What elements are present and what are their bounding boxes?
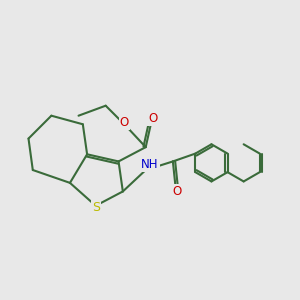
Text: O: O [148, 112, 158, 125]
Text: NH: NH [141, 158, 159, 171]
Text: O: O [120, 116, 129, 129]
Text: S: S [92, 201, 100, 214]
Text: O: O [172, 185, 182, 198]
